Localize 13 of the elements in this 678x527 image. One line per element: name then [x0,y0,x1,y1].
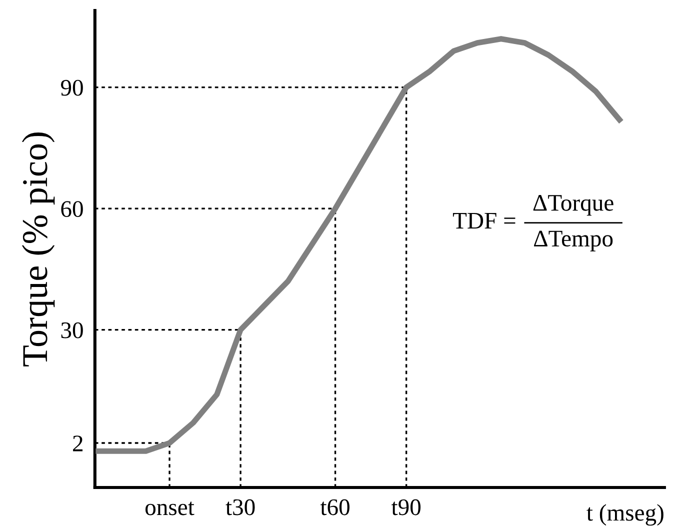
y-tick-label: 30 [61,322,83,338]
y-tick-label: 2 [73,436,83,452]
x-tick-label: onset [145,502,194,516]
x-tick-label: t90 [391,499,421,516]
annotation: TDF = [452,212,516,228]
x-tick-label: t30 [226,499,255,516]
y-axis-title: Torque (% pico) [22,132,55,366]
x-tick-label: t60 [320,499,350,516]
annotation: ΔTorque [533,195,614,216]
y-tick-label: 60 [61,201,83,218]
y-tick-label: 90 [60,80,83,96]
annotation: ΔTempo [534,230,613,252]
x-axis-title: t (mseg) [586,504,664,526]
